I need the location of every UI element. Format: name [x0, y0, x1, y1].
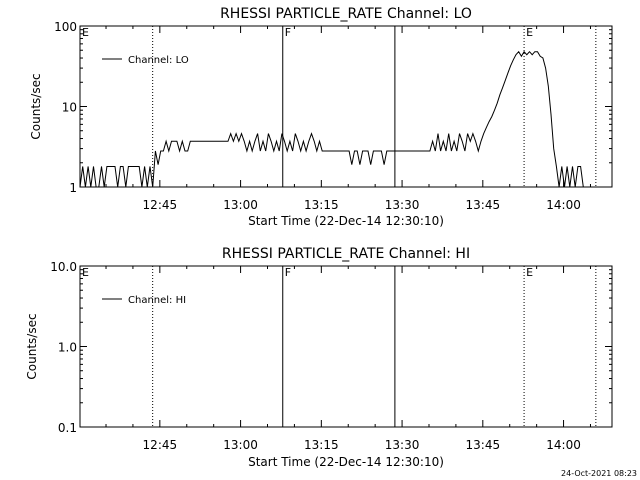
panel-hi: RHESSI PARTICLE_RATE Channel: HI 0.1 1.0 10… — [25, 246, 613, 469]
event-marker-label: E — [82, 266, 89, 279]
x-tick-label: 12:45 — [143, 198, 178, 212]
legend-label: Channel: HI — [128, 295, 186, 306]
x-tick-label: 14:00 — [546, 438, 581, 452]
event-marker-label: E — [526, 266, 533, 279]
x-tick-label: 13:30 — [385, 198, 420, 212]
y-axis-label: Counts/sec — [29, 73, 43, 139]
y-tick-label: 1 — [69, 181, 77, 195]
series-line — [79, 50, 584, 188]
y-tick-label: 1.0 — [58, 341, 77, 355]
y-tick-label: 0.1 — [58, 421, 77, 435]
event-marker-label: E — [82, 26, 89, 39]
plot-frame — [79, 265, 613, 428]
panel-lo: RHESSI PARTICLE_RATE Channel: LO 1 10 100 12… — [29, 6, 613, 228]
y-tick-label: 10 — [62, 101, 77, 115]
event-marker-label: F — [285, 266, 291, 279]
x-axis-label: Start Time (22-Dec-14 12:30:10) — [248, 214, 444, 228]
x-tick-label: 13:15 — [304, 198, 339, 212]
plot-frame — [79, 25, 613, 188]
x-tick-label: 13:45 — [466, 438, 501, 452]
x-tick-label: 14:00 — [546, 198, 581, 212]
chart-title: RHESSI PARTICLE_RATE Channel: HI — [222, 246, 470, 262]
x-tick-label: 13:00 — [223, 438, 258, 452]
x-axis-label: Start Time (22-Dec-14 12:30:10) — [248, 455, 444, 469]
x-tick-label: 12:45 — [143, 438, 178, 452]
x-tick-label: 13:00 — [223, 198, 258, 212]
event-marker-label: E — [526, 26, 533, 39]
x-tick-label: 13:30 — [385, 438, 420, 452]
x-tick-label: 13:15 — [304, 438, 339, 452]
y-tick-label: 10.0 — [50, 260, 77, 274]
y-tick-label: 100 — [54, 20, 77, 34]
x-tick-label: 13:45 — [466, 198, 501, 212]
chart-title: RHESSI PARTICLE_RATE Channel: LO — [220, 6, 472, 22]
y-axis-label: Counts/sec — [25, 313, 39, 379]
footer-timestamp: 24-Oct-2021 08:23 — [561, 469, 637, 478]
event-marker-label: F — [285, 26, 291, 39]
legend-label: Channel: LO — [128, 55, 189, 66]
